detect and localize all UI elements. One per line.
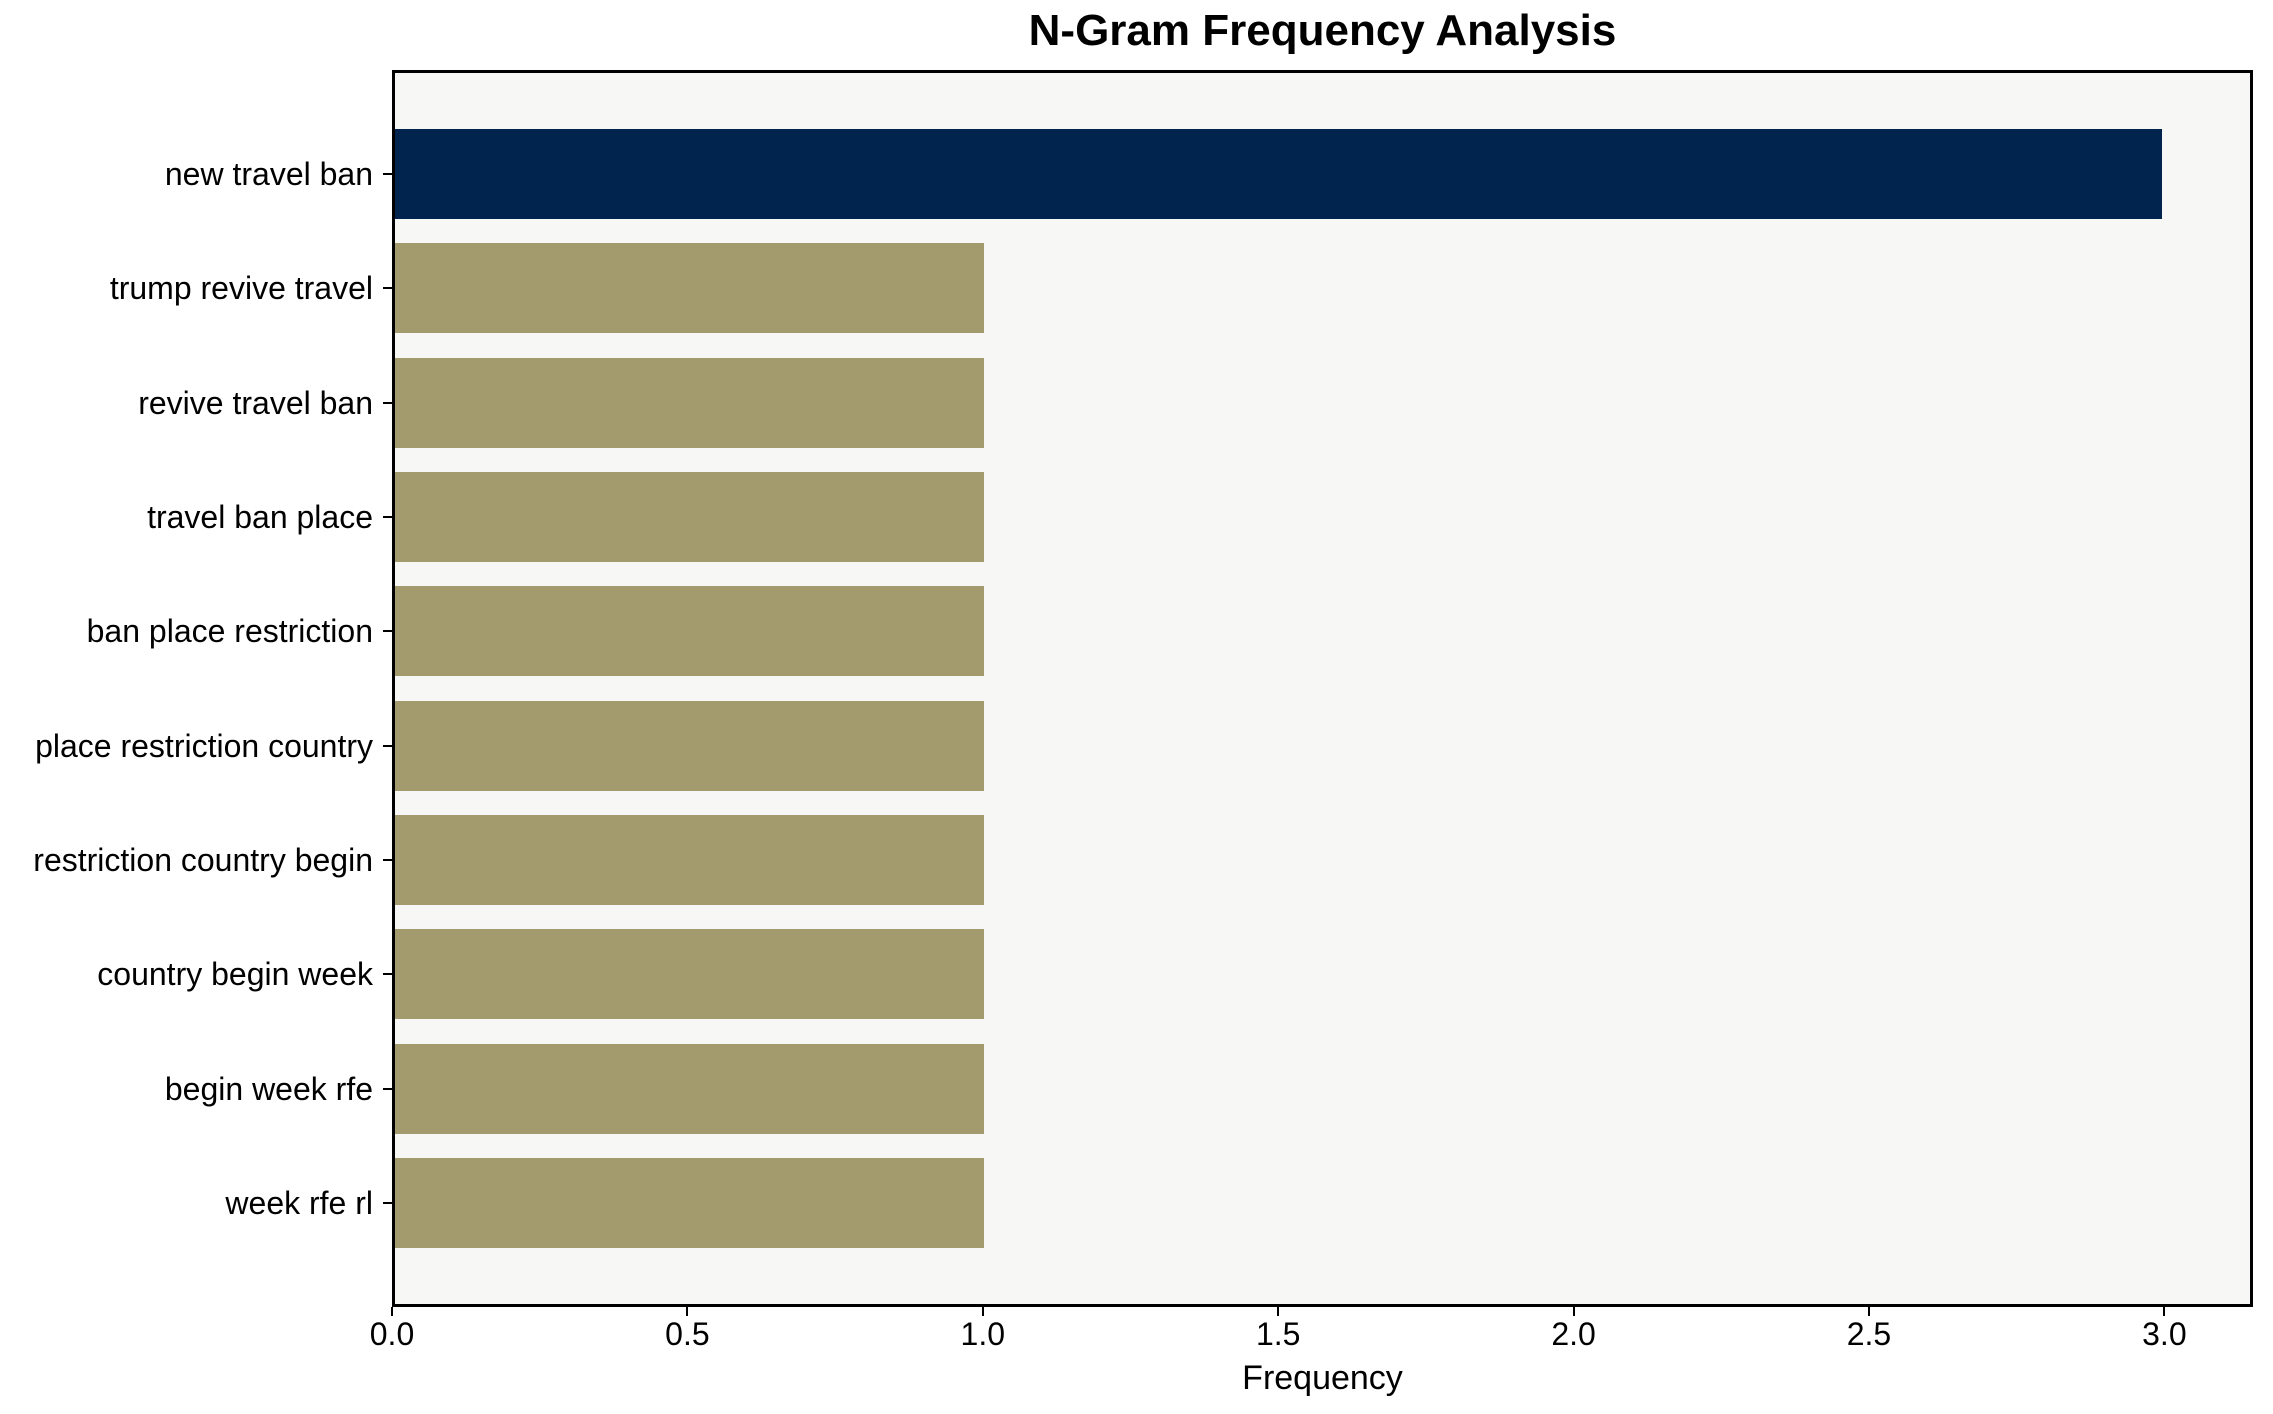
bar-begin-week-rfe [395, 1043, 984, 1134]
plot-area [392, 70, 2253, 1307]
x-tick-mark [1277, 1307, 1280, 1316]
y-tick-mark [383, 173, 392, 175]
x-tick-mark [391, 1307, 393, 1316]
x-tick-label-0.5: 0.5 [665, 1316, 710, 1352]
y-tick-label-revive-travel-ban: revive travel ban [138, 384, 373, 421]
x-axis-tick-labels: 0.0 0.5 1.0 1.5 2.0 2.5 3.0 [370, 1316, 2253, 1356]
y-tick-mark [383, 287, 392, 290]
x-tick-label-3.0: 3.0 [2142, 1316, 2187, 1352]
bar-trump-revive-travel [395, 243, 984, 334]
y-axis-ticks [383, 0, 392, 1414]
bar-week-rfe-rl [395, 1157, 984, 1248]
y-tick-mark [383, 401, 392, 404]
x-tick-mark [1867, 1307, 1870, 1316]
bar-place-restriction-country [395, 700, 984, 791]
x-axis-ticks [391, 1307, 2253, 1317]
y-tick-label-travel-ban-place: travel ban place [147, 498, 373, 535]
y-tick-label-week-rfe-rl: week rfe rl [225, 1184, 373, 1221]
x-tick-mark [2163, 1307, 2166, 1316]
bar-revive-travel-ban [395, 357, 984, 448]
y-axis-labels: new travel ban trump revive travel revive … [0, 0, 383, 1414]
x-axis-title: Frequency [1242, 1359, 1403, 1397]
x-tick-label-2.5: 2.5 [1846, 1316, 1892, 1352]
x-tick-mark [1572, 1307, 1575, 1316]
y-tick-label-new-travel-ban: new travel ban [164, 156, 373, 192]
y-tick-label-ban-place-restriction: ban place restriction [86, 613, 373, 650]
bar-travel-ban-place [395, 471, 984, 562]
y-tick-mark [383, 1201, 392, 1204]
bar-restriction-country-begin [395, 814, 984, 905]
bars-layer [395, 73, 2250, 1304]
y-tick-mark [383, 630, 392, 633]
x-tick-label-1.5: 1.5 [1255, 1316, 1301, 1352]
y-tick-mark [383, 744, 392, 747]
chart-title: N-Gram Frequency Analysis [1028, 6, 1617, 55]
x-tick-label-1.0: 1.0 [960, 1316, 1006, 1352]
y-tick-label-begin-week-rfe: begin week rfe [164, 1070, 373, 1107]
y-tick-label-country-begin-week: country begin week [97, 956, 373, 993]
y-tick-mark [383, 1087, 392, 1090]
x-tick-mark [686, 1307, 689, 1316]
x-tick-label-0.0: 0.0 [369, 1316, 415, 1352]
bar-country-begin-week [395, 929, 984, 1020]
y-tick-mark [383, 515, 392, 518]
y-tick-label-place-restriction-country: place restriction country [35, 727, 373, 764]
y-tick-mark [383, 973, 392, 976]
bar-ban-place-restriction [395, 586, 984, 677]
bar-new-travel-ban [395, 129, 2162, 219]
y-tick-label-restriction-country-begin: restriction country begin [33, 841, 373, 878]
x-tick-mark [981, 1307, 984, 1316]
x-tick-label-2.0: 2.0 [1551, 1316, 1596, 1352]
y-tick-mark [383, 858, 392, 861]
y-tick-label-trump-revive-travel: trump revive travel [109, 270, 373, 307]
